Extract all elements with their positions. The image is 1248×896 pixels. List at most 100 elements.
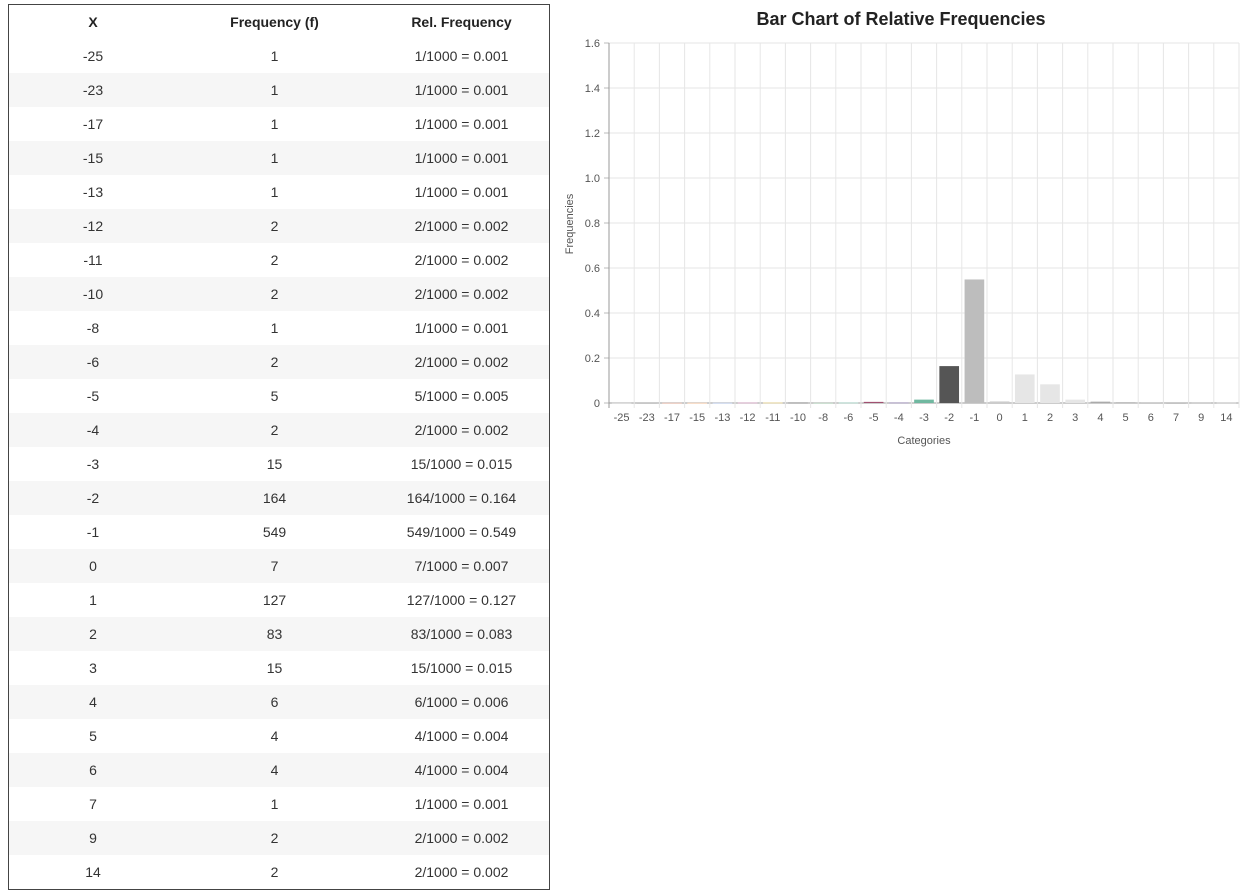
y-tick-label: 0: [594, 398, 600, 410]
chart-title: Bar Chart of Relative Frequencies: [756, 9, 1045, 29]
cell-relative-frequency: 2/1000 = 0.002: [414, 864, 509, 880]
x-tick-label: -5: [869, 412, 879, 424]
cell-x: -5: [86, 388, 100, 404]
x-tick-label: 14: [1220, 412, 1232, 424]
table-row: -8 1 1/1000 = 0.001: [9, 311, 549, 345]
x-tick-label: -11: [765, 412, 780, 424]
cell-frequency: 127: [262, 592, 287, 608]
cell-frequency: 1: [270, 48, 279, 64]
header-x: X: [88, 14, 98, 30]
table-row: -10 2 2/1000 = 0.002: [9, 277, 549, 311]
bar: [863, 401, 884, 403]
cell-x: -15: [9, 141, 177, 175]
table-row: -23 1 1/1000 = 0.001: [9, 73, 549, 107]
x-tick-label: 3: [1072, 412, 1078, 424]
x-tick-label: -17: [664, 412, 680, 424]
bar: [813, 402, 834, 404]
cell-x: 4: [9, 685, 177, 719]
table-row: -13 1 1/1000 = 0.001: [9, 175, 549, 209]
table-row: 14 2 2/1000 = 0.002: [9, 855, 549, 889]
cell-relative-frequency: 6/1000 = 0.006: [372, 685, 549, 719]
bar: [838, 402, 859, 404]
table-body: -25 1 1/1000 = 0.001 -23 1 1/1000 = 0.001 -17 1…: [9, 39, 549, 889]
table-row: 3 15 15/1000 = 0.015: [9, 651, 549, 685]
bar: [762, 402, 783, 404]
x-tick-label: -10: [790, 412, 806, 424]
table-row: 4 6 6/1000 = 0.006: [9, 685, 549, 719]
x-tick-label: -13: [714, 412, 730, 424]
tick-labels: 00.20.40.60.81.01.21.41.6-25 -23 -17 -15 -13…: [585, 38, 1233, 424]
bar: [687, 402, 708, 404]
y-axis-title: Frequencies: [564, 193, 576, 254]
cell-relative-frequency: 164/1000 = 0.164: [372, 481, 549, 515]
cell-relative-frequency: 2/1000 = 0.002: [372, 821, 549, 855]
y-tick-label: 1.4: [585, 83, 600, 95]
frequency-table: X Frequency (f) Rel. Frequency -25 1 1/100…: [8, 4, 550, 890]
x-tick-label: 1: [1022, 412, 1028, 424]
bar: [989, 401, 1010, 403]
x-tick-label: -12: [740, 412, 756, 424]
cell-x: 3: [89, 660, 97, 676]
bar: [964, 279, 985, 403]
cell-frequency: 5: [270, 388, 279, 404]
cell-x: -13: [82, 184, 104, 200]
bar: [1216, 402, 1237, 404]
table-row: 1 127 127/1000 = 0.127: [9, 583, 549, 617]
cell-frequency: 549: [262, 524, 287, 540]
x-tick-label: -8: [818, 412, 828, 424]
cell-x: -6: [9, 345, 177, 379]
cell-frequency: 4: [177, 753, 372, 787]
cell-x: -11: [83, 252, 103, 268]
x-axis-title: Categories: [897, 435, 951, 447]
cell-frequency: 2: [177, 277, 372, 311]
cell-x: 1: [89, 592, 97, 608]
cell-relative-frequency: 15/1000 = 0.015: [410, 660, 513, 676]
cell-frequency: 1: [177, 141, 372, 175]
table-row: -6 2 2/1000 = 0.002: [9, 345, 549, 379]
cell-x: 2: [9, 617, 177, 651]
x-tick-label: -3: [919, 412, 929, 424]
cell-frequency: 2: [270, 252, 279, 268]
table-row: -15 1 1/1000 = 0.001: [9, 141, 549, 175]
cell-frequency: 1: [270, 184, 279, 200]
x-tick-label: -2: [944, 412, 954, 424]
cell-frequency: 1: [177, 73, 372, 107]
cell-frequency: 7: [177, 549, 372, 583]
y-tick-label: 1.0: [585, 173, 600, 185]
header-frequency: Frequency (f): [230, 14, 319, 30]
cell-frequency: 164: [177, 481, 372, 515]
bar: [939, 366, 960, 403]
cell-x: -3: [86, 456, 100, 472]
table-row: -25 1 1/1000 = 0.001: [9, 39, 549, 73]
x-tick-label: -25: [614, 412, 630, 424]
table-row: -12 2 2/1000 = 0.002: [9, 209, 549, 243]
x-tick-label: 9: [1198, 412, 1204, 424]
bar: [888, 402, 909, 404]
cell-x: 7: [89, 796, 97, 812]
bar: [1140, 402, 1161, 403]
x-tick-label: 2: [1047, 412, 1053, 424]
bar: [1065, 399, 1086, 403]
cell-frequency: 2: [177, 209, 372, 243]
table-row: 6 4 4/1000 = 0.004: [9, 753, 549, 787]
y-tick-label: 0.8: [585, 218, 600, 230]
bar: [1014, 374, 1035, 403]
cell-relative-frequency: 1/1000 = 0.001: [372, 141, 549, 175]
table-row: 9 2 2/1000 = 0.002: [9, 821, 549, 855]
cell-relative-frequency: 2/1000 = 0.002: [372, 413, 549, 447]
cell-frequency: 1: [270, 116, 279, 132]
cell-relative-frequency: 1/1000 = 0.001: [372, 73, 549, 107]
table-row: 7 1 1/1000 = 0.001: [9, 787, 549, 821]
cell-relative-frequency: 1/1000 = 0.001: [414, 320, 509, 336]
bar-chart-svg: Bar Chart of Relative Frequencies 0 0.2 0.…: [564, 9, 1240, 447]
cell-frequency: 15: [266, 456, 283, 472]
x-tick-label: 4: [1097, 412, 1103, 424]
table-row: -11 2 2/1000 = 0.002: [9, 243, 549, 277]
x-tick-label: -15: [689, 412, 705, 424]
y-tick-label: 0.6: [585, 263, 600, 275]
cell-x: -1: [86, 524, 100, 540]
table-row: 5 4 4/1000 = 0.004: [9, 719, 549, 753]
bars: [611, 279, 1237, 404]
table-row: -17 1 1/1000 = 0.001: [9, 107, 549, 141]
bar-chart: Bar Chart of Relative Frequencies 0 0.2 0.…: [556, 0, 1246, 460]
